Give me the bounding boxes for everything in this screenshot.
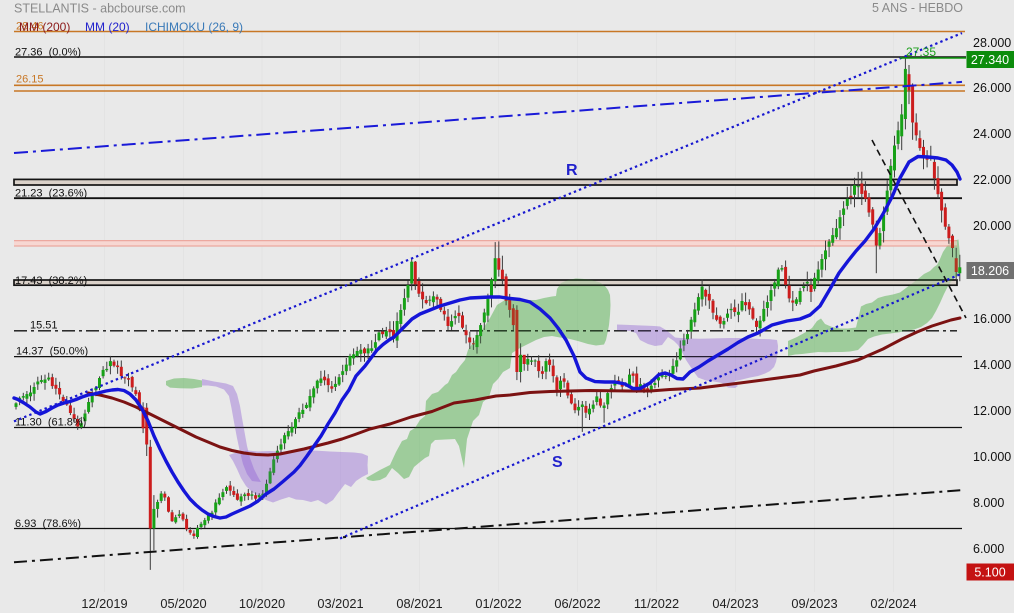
svg-text:14.000: 14.000 (973, 358, 1011, 372)
svg-text:06/2022: 06/2022 (554, 596, 600, 611)
svg-text:STELLANTIS - abcbourse.com: STELLANTIS - abcbourse.com (14, 2, 186, 16)
svg-text:28.000: 28.000 (973, 36, 1011, 50)
svg-text:12/2019: 12/2019 (81, 596, 127, 611)
svg-text:14.37 (50.0%): 14.37 (50.0%) (16, 346, 88, 358)
svg-text:15.51: 15.51 (30, 320, 58, 332)
svg-text:8.000: 8.000 (973, 496, 1004, 510)
svg-text:20.000: 20.000 (973, 219, 1011, 233)
svg-text:27.36 (0.0%): 27.36 (0.0%) (15, 47, 81, 59)
svg-text:01/2022: 01/2022 (475, 596, 521, 611)
svg-text:05/2020: 05/2020 (160, 596, 206, 611)
svg-text:11.30 (61.8%): 11.30 (61.8%) (15, 417, 86, 429)
svg-text:5.100: 5.100 (974, 566, 1005, 580)
svg-text:08/2021: 08/2021 (396, 596, 442, 611)
svg-text:24.000: 24.000 (973, 127, 1011, 141)
svg-text:28.46: 28.46 (16, 21, 44, 33)
svg-text:ICHIMOKU (26, 9): ICHIMOKU (26, 9) (145, 20, 243, 34)
svg-text:26.15: 26.15 (16, 74, 44, 86)
svg-text:6.93 (78.6%): 6.93 (78.6%) (15, 518, 81, 530)
svg-text:27.340: 27.340 (971, 53, 1009, 67)
svg-text:S: S (552, 454, 563, 471)
svg-text:18.206: 18.206 (971, 264, 1009, 278)
svg-text:02/2024: 02/2024 (870, 596, 916, 611)
svg-text:16.000: 16.000 (973, 312, 1011, 326)
svg-text:27.35: 27.35 (906, 45, 936, 59)
svg-text:11/2022: 11/2022 (634, 596, 679, 611)
svg-text:MM (200): MM (200) (19, 20, 70, 34)
svg-text:22.000: 22.000 (973, 173, 1011, 187)
svg-text:12.000: 12.000 (973, 404, 1011, 418)
svg-text:5 ANS - HEBDO: 5 ANS - HEBDO (872, 1, 963, 15)
svg-text:03/2021: 03/2021 (317, 596, 363, 611)
svg-text:10/2020: 10/2020 (239, 596, 285, 611)
svg-text:MM (20): MM (20) (85, 20, 130, 34)
svg-text:04/2023: 04/2023 (712, 596, 758, 611)
svg-text:17.43 (38.2%): 17.43 (38.2%) (15, 275, 87, 287)
svg-text:R: R (566, 162, 578, 179)
svg-text:21.23 (23.6%): 21.23 (23.6%) (15, 188, 87, 200)
svg-text:6.000: 6.000 (973, 542, 1004, 556)
svg-text:09/2023: 09/2023 (791, 596, 837, 611)
svg-text:26.000: 26.000 (973, 81, 1011, 95)
svg-text:10.000: 10.000 (973, 450, 1011, 464)
